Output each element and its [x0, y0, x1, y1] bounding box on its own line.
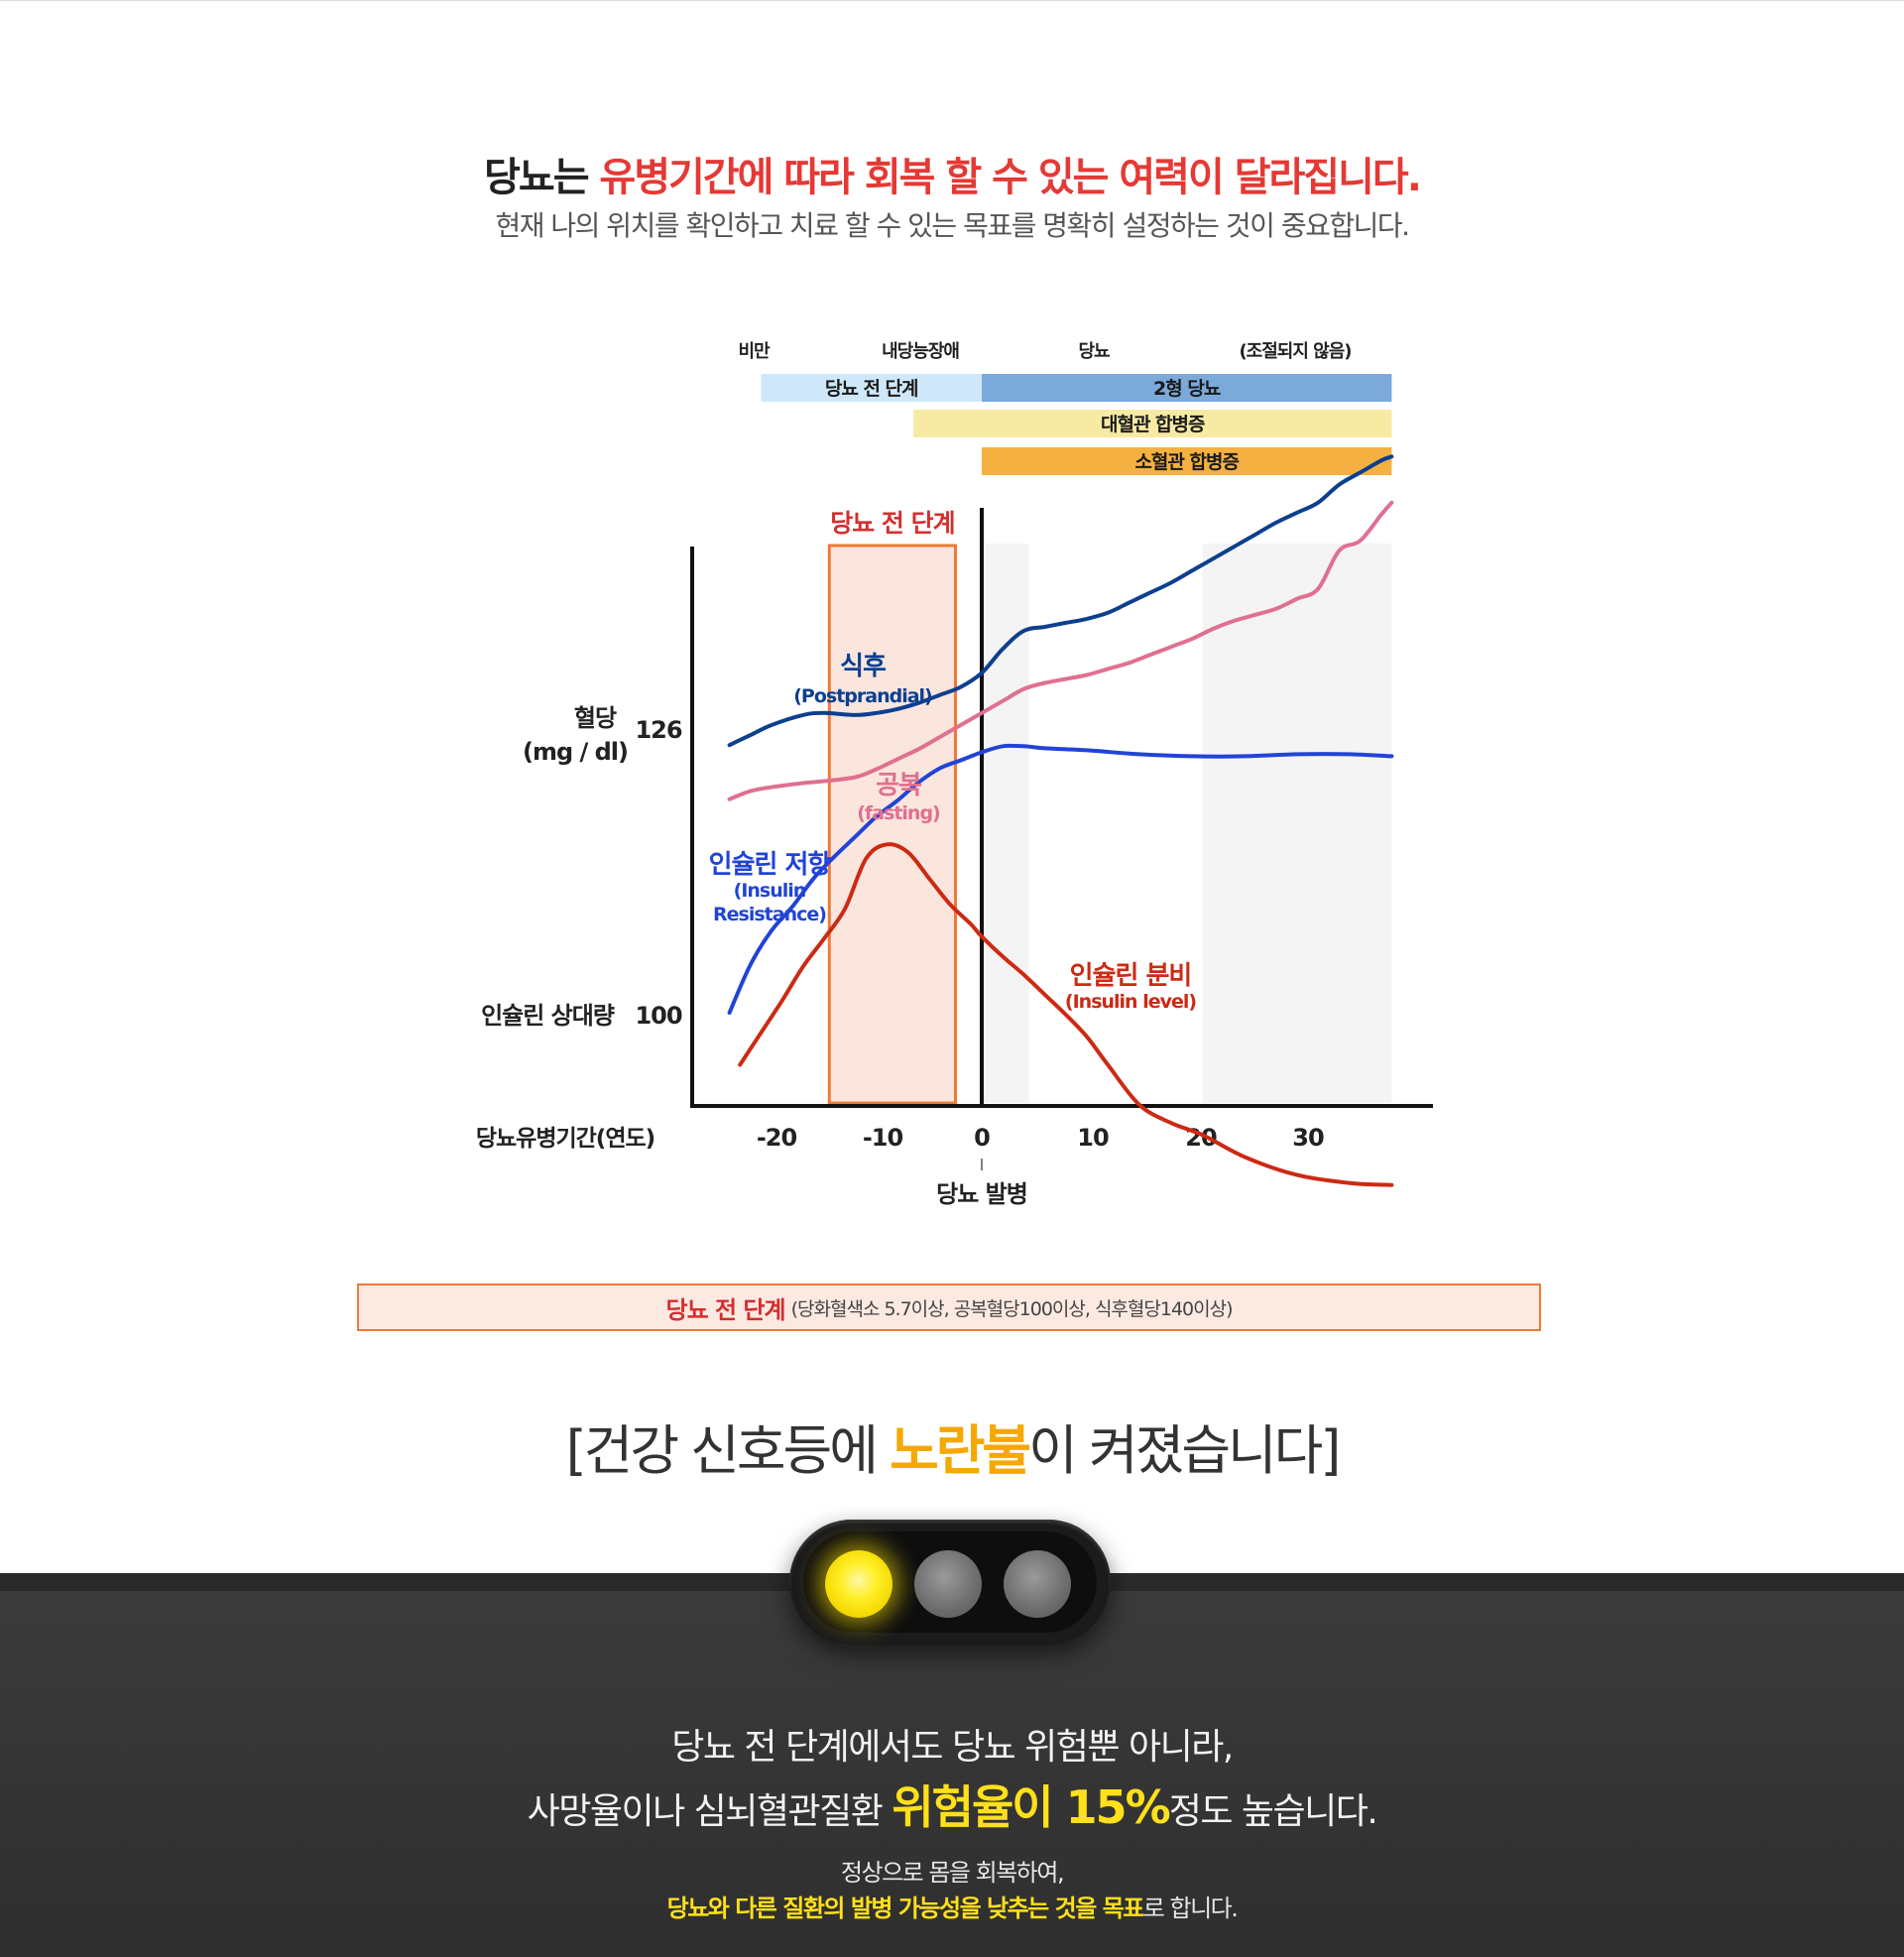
stage-bar-label: 대혈관 합병증	[1101, 413, 1205, 435]
series-label-en: Resistance)	[713, 904, 826, 925]
prediabetes-region-label: 당뇨 전 단계	[830, 509, 954, 538]
signal-title-prefix: [건강 신호등에	[565, 1419, 891, 1482]
unlit-lamp-icon	[914, 1550, 982, 1618]
stage-label: 비만	[738, 341, 771, 362]
insulin-secretion-line	[738, 842, 1394, 1187]
x-tick-label: -10	[863, 1124, 903, 1152]
stage-label: 당뇨	[1078, 341, 1110, 362]
fasting-line	[727, 500, 1394, 801]
series-label-en: (Insulin level)	[1065, 991, 1196, 1013]
x-tick-label: 0	[974, 1124, 990, 1152]
x-axis-label: 당뇨유병기간(연도)	[476, 1126, 654, 1152]
series-label-en: (Postprandial)	[793, 685, 932, 707]
series-label: 인슐린 분비	[1070, 961, 1192, 991]
stage-bar-label: 2형 당뇨	[1153, 378, 1221, 400]
message-line-4: 당뇨와 다른 질환의 발병 가능성을 낮추는 것을 목표로 합니다.	[0, 1889, 1904, 1923]
series-label-en: (fasting)	[857, 802, 940, 824]
stage-bar-label: 소혈관 합병증	[1134, 450, 1239, 473]
shaded-region	[1202, 544, 1392, 1103]
signal-title-highlight: 노란불	[890, 1419, 1031, 1482]
insulin-resistance-line	[727, 743, 1394, 1015]
y-axis-label-insulin: 인슐린 상대량	[481, 1002, 615, 1030]
message-line-3: 정상으로 몸을 회복하여,	[840, 1859, 1065, 1887]
top-divider	[0, 0, 1904, 1]
stage-bar	[761, 374, 982, 402]
message-line-2: 사망율이나 심뇌혈관질환 위험율이 15%정도 높습니다.	[0, 1772, 1904, 1837]
shaded-region	[982, 544, 1029, 1103]
series-label: 식후	[840, 652, 887, 681]
signal-title-suffix: 이 켜졌습니다]	[1028, 1419, 1341, 1482]
yellow-lamp-icon	[825, 1550, 892, 1618]
x-tick-label: 30	[1292, 1124, 1324, 1152]
criteria-detail: (당화혈색소 5.7이상, 공복혈당100이상, 식후혈당140이상)	[790, 1297, 1234, 1320]
criteria-title: 당뇨 전 단계	[665, 1295, 785, 1324]
traffic-light	[789, 1520, 1111, 1645]
y-axis-label-glucose: 혈당	[574, 704, 617, 732]
headline-highlight: 유병기간에 따라 회복 할 수 있는 여력이 달라집니다.	[599, 155, 1421, 200]
series-label-en: (Insulin	[734, 880, 806, 902]
goal-highlight: 당뇨와 다른 질환의 발병 가능성을 낮추는 것을 목표	[666, 1895, 1145, 1922]
message-line-2-suffix: 정도 높습니다.	[1168, 1791, 1378, 1832]
headline-prefix: 당뇨는	[484, 155, 600, 200]
message-line-2-prefix: 사망율이나 심뇌혈관질환	[527, 1791, 892, 1832]
series-label: 인슐린 저항	[709, 850, 832, 880]
y-tick-100: 100	[635, 1002, 681, 1030]
risk-highlight: 위험율이 15%	[892, 1780, 1170, 1834]
prediabetes-region	[827, 544, 957, 1105]
stage-bar	[982, 447, 1392, 475]
message-line-1: 당뇨 전 단계에서도 당뇨 위험뿐 아니라,	[671, 1727, 1234, 1768]
y-tick-126: 126	[635, 716, 681, 744]
y-axis-unit-glucose: (mg / dl)	[523, 738, 628, 766]
signal-title: [건강 신호등에 노란불이 켜졌습니다]	[0, 1407, 1904, 1485]
prediabetes-criteria-box: 당뇨 전 단계 (당화혈색소 5.7이상, 공복혈당100이상, 식후혈당140…	[357, 1284, 1541, 1331]
stage-bar	[982, 374, 1392, 402]
headline: 당뇨는 유병기간에 따라 회복 할 수 있는 여력이 달라집니다.	[0, 145, 1904, 202]
onset-label: 당뇨 발병	[936, 1180, 1027, 1208]
message-line-4-suffix: 로 합니다.	[1142, 1895, 1239, 1922]
stage-label: 내당능장애	[882, 341, 959, 362]
stage-label: (조절되지 않음)	[1239, 341, 1351, 362]
postprandial-line	[727, 454, 1394, 748]
series-label: 공복	[876, 771, 921, 800]
x-tick-label: -20	[757, 1124, 797, 1152]
stage-bar	[913, 410, 1392, 437]
x-tick-label: 10	[1077, 1124, 1109, 1152]
stage-bar-label: 당뇨 전 단계	[825, 378, 918, 400]
unlit-lamp-icon	[1004, 1550, 1071, 1618]
subheadline: 현재 나의 위치를 확인하고 치료 할 수 있는 목표를 명확히 설정하는 것이…	[495, 209, 1410, 242]
